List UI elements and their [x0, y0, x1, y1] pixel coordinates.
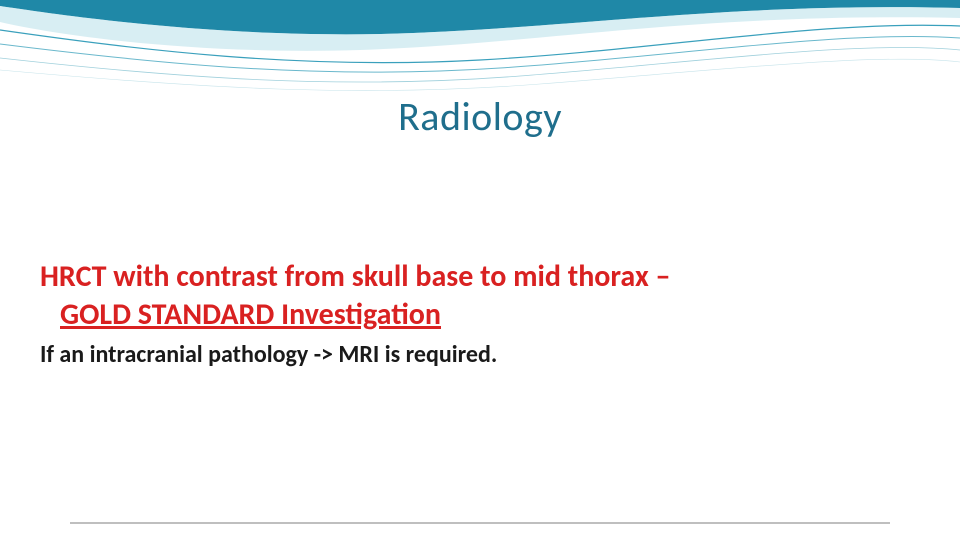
- footer-divider: [70, 522, 890, 524]
- body-line-3: If an intracranial pathology -> MRI is r…: [40, 340, 920, 369]
- body-line-2: GOLD STANDARD Investigation: [60, 296, 920, 333]
- body-line-1: HRCT with contrast from skull base to mi…: [40, 258, 920, 295]
- slide-title: Radiology: [0, 92, 960, 141]
